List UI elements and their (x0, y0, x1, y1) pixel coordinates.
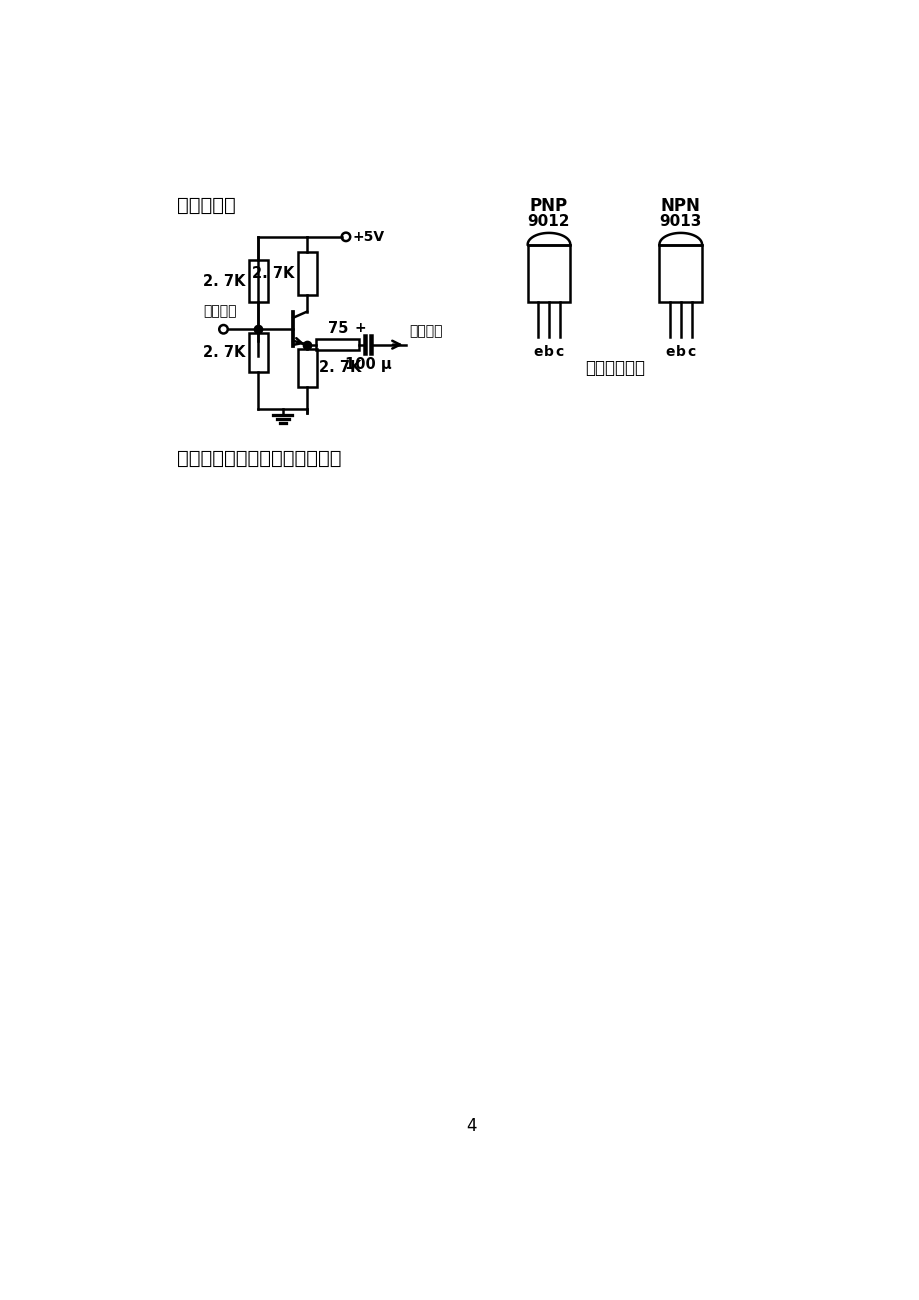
Text: 2. 7K: 2. 7K (319, 360, 361, 376)
Bar (659, 244, 701, 303)
Bar (249, 333, 267, 372)
Text: c: c (555, 344, 563, 359)
Text: 100 μ: 100 μ (345, 358, 391, 372)
Text: 射极输出器: 射极输出器 (176, 196, 235, 214)
Text: 2. 7K: 2. 7K (202, 273, 245, 289)
Text: NPN: NPN (660, 198, 700, 216)
Text: c: c (686, 344, 695, 359)
Text: 有关集成电路的资料自行解决。: 有关集成电路的资料自行解决。 (176, 448, 341, 468)
Text: e: e (664, 344, 674, 359)
Bar (528, 244, 570, 303)
Text: 4: 4 (466, 1118, 476, 1135)
Text: e: e (533, 344, 542, 359)
Text: b: b (543, 344, 553, 359)
Text: 2. 7K: 2. 7K (202, 344, 245, 360)
Text: 75: 75 (327, 321, 347, 337)
Text: +5V: +5V (352, 230, 384, 244)
Text: +: + (355, 321, 366, 334)
Text: 视频输入: 视频输入 (203, 304, 236, 318)
Text: 9012: 9012 (528, 214, 570, 229)
Text: PNP: PNP (529, 198, 567, 216)
Text: 视频输出: 视频输出 (409, 325, 443, 338)
Text: 9013: 9013 (659, 214, 701, 229)
Bar (298, 252, 316, 295)
Bar (316, 339, 358, 350)
Bar (249, 260, 267, 303)
Text: 晶体管的管脚: 晶体管的管脚 (584, 359, 644, 377)
Text: 2. 7K: 2. 7K (252, 266, 294, 281)
Text: b: b (675, 344, 685, 359)
Bar (298, 348, 316, 387)
